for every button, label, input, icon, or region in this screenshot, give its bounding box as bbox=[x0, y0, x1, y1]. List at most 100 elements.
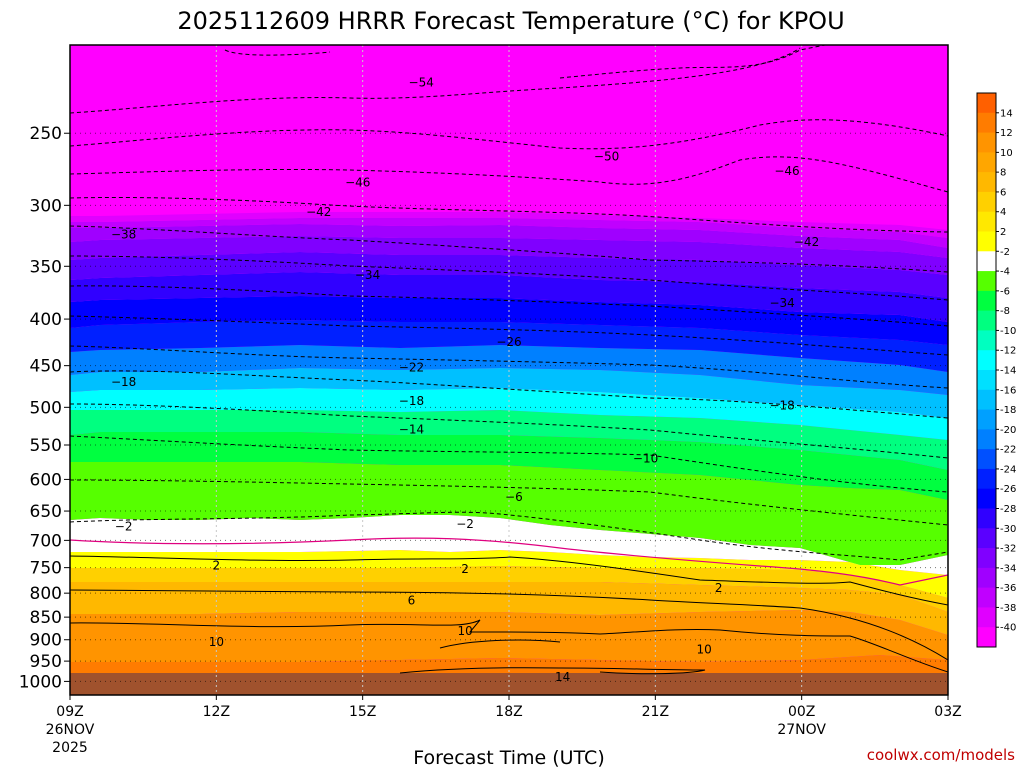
colorbar-swatch bbox=[977, 429, 996, 450]
isotherm-label: −18 bbox=[769, 399, 794, 413]
colorbar-swatch bbox=[977, 290, 996, 312]
colorbar-swatch bbox=[977, 567, 996, 589]
colorbar-swatch bbox=[977, 231, 996, 252]
colorbar-tick-label: -20 bbox=[1000, 425, 1016, 436]
isotherm-label: −38 bbox=[111, 228, 136, 242]
isotherm-6 bbox=[70, 589, 948, 661]
colorbar-swatch bbox=[977, 93, 996, 114]
colorbar-swatch bbox=[977, 627, 996, 648]
x-axis-label: Forecast Time (UTC) bbox=[413, 747, 604, 768]
colorbar-tick-label: -36 bbox=[1000, 583, 1016, 594]
temp-band-purple-2 bbox=[70, 224, 948, 258]
isotherm-neg54 bbox=[70, 47, 801, 114]
colorbar: 14 12 10 8 6 4 2 -2 -4 -6 -8 -10 -12 -14 -16 -18 -20 -22 -… bbox=[976, 92, 1016, 648]
colorbar-swatch bbox=[977, 310, 996, 331]
y-tick-label: 850 bbox=[30, 608, 62, 628]
isotherm-label: 10 bbox=[457, 624, 472, 638]
colorbar-tick-label: -14 bbox=[1000, 366, 1016, 377]
colorbar-tick-label: -16 bbox=[1000, 385, 1016, 396]
x-tick-label: 12Z bbox=[203, 704, 230, 720]
temp-band-yellow bbox=[70, 550, 948, 598]
isotherm-neg54-upper bbox=[559, 45, 828, 79]
colorbar-tick-label: 14 bbox=[1000, 108, 1013, 119]
isotherm-label: −42 bbox=[794, 235, 819, 249]
colorbar-swatch bbox=[977, 389, 996, 411]
y-tick-label: 1000 bbox=[19, 672, 62, 692]
y-tick-label: 800 bbox=[30, 584, 62, 604]
colorbar-swatch bbox=[977, 607, 996, 628]
isotherm-label: −46 bbox=[774, 164, 799, 178]
x-tick-date: 27NOV bbox=[777, 722, 826, 738]
colorbar-tick-label: -24 bbox=[1000, 464, 1016, 475]
x-tick-label: 03Z bbox=[934, 704, 961, 720]
isotherm-neg42 bbox=[70, 196, 948, 233]
colorbar-swatch bbox=[977, 191, 996, 213]
colorbar-swatch bbox=[977, 350, 996, 371]
y-tick-label: 350 bbox=[30, 257, 62, 277]
colorbar-tick-label: 12 bbox=[1000, 128, 1013, 139]
isotherm-label: 10 bbox=[209, 635, 224, 649]
temp-band-green bbox=[70, 462, 948, 565]
x-tick-year: 2025 bbox=[52, 740, 88, 756]
colorbar-tick-label: -26 bbox=[1000, 484, 1016, 495]
chart-title: 2025112609 HRRR Forecast Temperature (°C… bbox=[177, 7, 844, 35]
isotherm-label: 2 bbox=[715, 581, 723, 595]
isotherm-label: −50 bbox=[594, 149, 619, 163]
colorbar-swatch bbox=[977, 271, 996, 292]
temp-band-magenta-purple bbox=[70, 218, 948, 248]
isotherm-label: −26 bbox=[496, 335, 521, 349]
isotherm-label: −54 bbox=[409, 76, 434, 90]
y-tick-label: 650 bbox=[30, 502, 62, 522]
colorbar-tick-label: -34 bbox=[1000, 563, 1016, 574]
colorbar-swatch bbox=[977, 468, 996, 490]
y-tick-label: 250 bbox=[30, 124, 62, 144]
colorbar-tick-label: 8 bbox=[1000, 168, 1006, 179]
temp-band-amber bbox=[70, 582, 948, 635]
isotherm-label: 14 bbox=[555, 670, 570, 684]
ground-fill bbox=[70, 673, 948, 695]
y-axis-pressure: 250 300 350 400 450 500 550 600 650 700 750 800 850 9… bbox=[19, 124, 70, 692]
isotherm-label: 6 bbox=[408, 594, 416, 608]
plot-area: −54−54−50−46−46−42−42−38−34−34−26−22−18−… bbox=[70, 45, 948, 695]
colorbar-swatch bbox=[977, 112, 996, 134]
colorbar-tick-label: -18 bbox=[1000, 405, 1016, 416]
colorbar-swatch bbox=[977, 528, 996, 549]
colorbar-tick-label: 6 bbox=[1000, 187, 1006, 198]
temp-band-purple bbox=[70, 236, 948, 275]
colorbar-tick-label: 2 bbox=[1000, 227, 1006, 238]
colorbar-swatch bbox=[977, 152, 996, 173]
isotherm-label: 2 bbox=[461, 562, 469, 576]
colorbar-tick-label: -32 bbox=[1000, 544, 1016, 555]
colorbar-tick-label: -2 bbox=[1000, 247, 1010, 258]
colorbar-tick-label: -40 bbox=[1000, 623, 1016, 634]
x-tick-label: 18Z bbox=[495, 704, 522, 720]
isotherm-label: −18 bbox=[111, 375, 136, 389]
y-tick-label: 550 bbox=[30, 436, 62, 456]
isotherm-labels: −54−54−50−46−46−42−42−38−34−34−26−22−18−… bbox=[111, 76, 819, 684]
isotherm-label: −18 bbox=[399, 394, 424, 408]
isotherm-label: −34 bbox=[769, 296, 794, 310]
colorbar-swatch bbox=[977, 330, 996, 351]
y-tick-label: 750 bbox=[30, 559, 62, 579]
vertical-grid bbox=[215, 45, 803, 695]
colorbar-tick-label: -4 bbox=[1000, 267, 1010, 278]
y-tick-label: 600 bbox=[30, 470, 62, 490]
isotherm-zero bbox=[70, 537, 948, 586]
x-tick-label: 09Z bbox=[56, 704, 83, 720]
isotherm-14 bbox=[399, 667, 706, 675]
temp-band-blue bbox=[70, 320, 948, 372]
y-tick-label: 450 bbox=[30, 357, 62, 377]
isotherm-label: −34 bbox=[355, 268, 380, 282]
x-tick-label: 00Z bbox=[788, 704, 815, 720]
colorbar-tick-label: -38 bbox=[1000, 603, 1016, 614]
y-tick-label: 300 bbox=[30, 196, 62, 216]
colorbar-swatch bbox=[977, 409, 996, 430]
temp-band-blue-light bbox=[70, 345, 948, 395]
isotherm-neg58 bbox=[224, 49, 331, 56]
colorbar-tick-label: -10 bbox=[1000, 326, 1016, 337]
temp-band-yellow-orange bbox=[70, 566, 948, 612]
temp-band-sky bbox=[70, 368, 948, 418]
colorbar-tick-label: -6 bbox=[1000, 286, 1010, 297]
isotherm-2 bbox=[70, 555, 948, 606]
